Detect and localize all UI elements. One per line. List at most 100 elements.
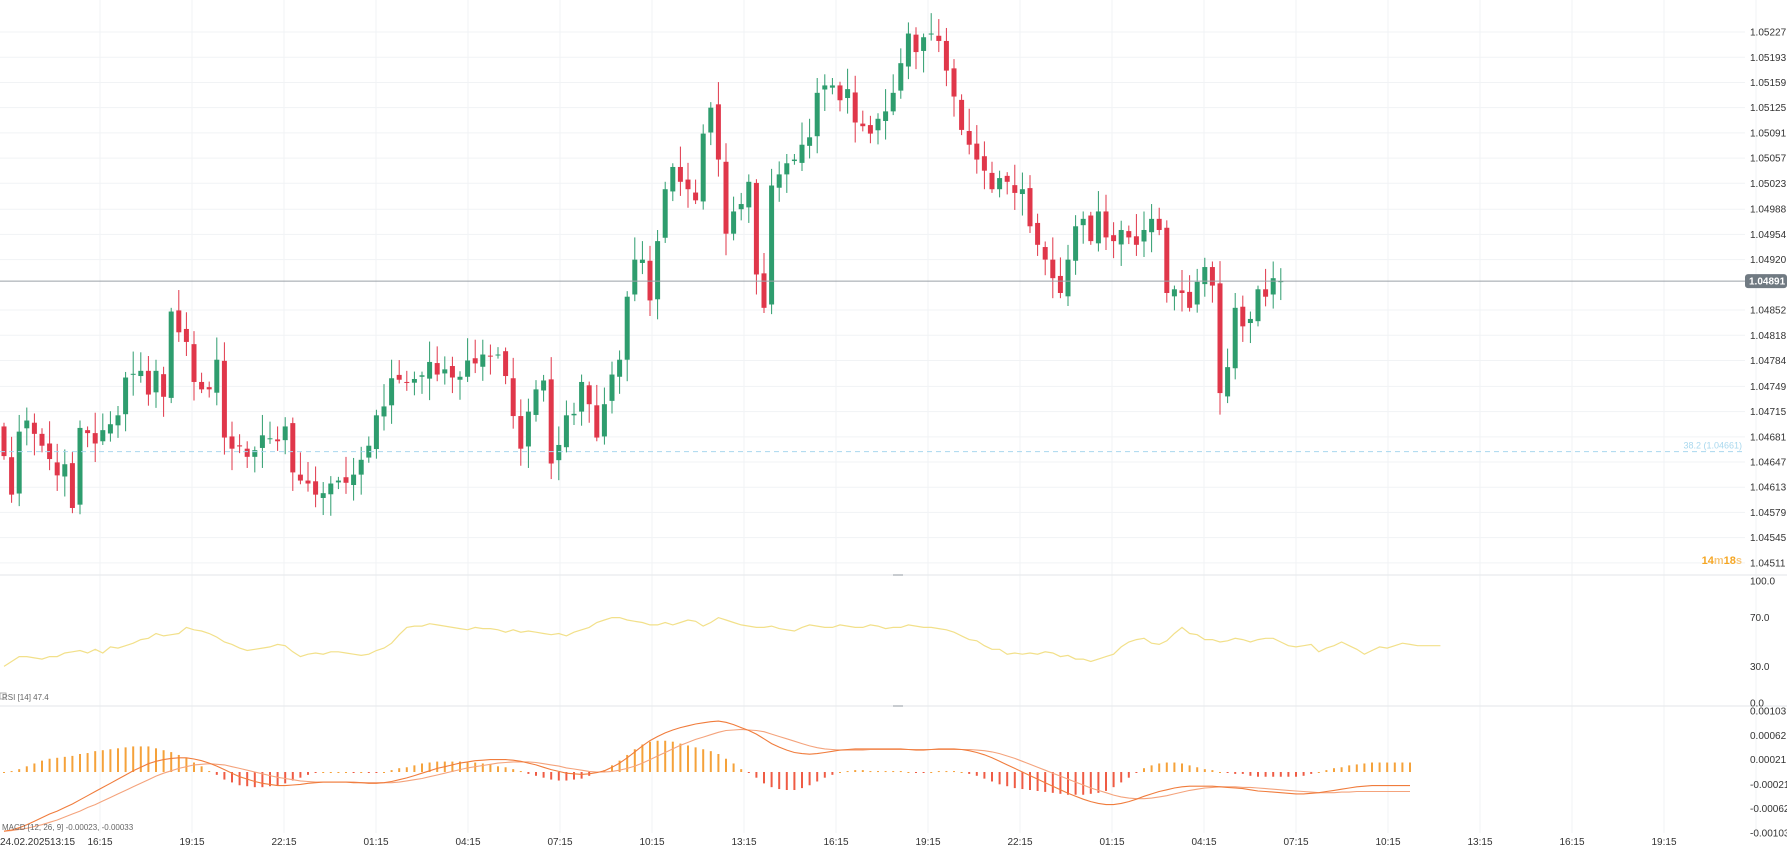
macd-histogram-bar xyxy=(253,772,256,788)
candle xyxy=(1019,172,1025,216)
candle xyxy=(776,161,782,202)
macd-histogram-bar xyxy=(611,765,613,772)
candle-body xyxy=(138,370,144,377)
candle xyxy=(252,446,258,473)
macd-histogram-bar xyxy=(1295,772,1297,777)
macd-histogram-bar xyxy=(177,754,180,772)
macd-histogram-bar xyxy=(1371,762,1373,772)
candle-body xyxy=(351,474,357,486)
macd-histogram-bar xyxy=(717,753,720,772)
candle-body xyxy=(1126,231,1132,238)
macd-pane[interactable]: MACD [12, 26, 9] -0.00023, -0.00033 xyxy=(2,720,1411,832)
candle-body xyxy=(731,211,737,234)
candle xyxy=(434,346,440,382)
macd-histogram-bar xyxy=(1317,772,1320,773)
candle xyxy=(639,241,645,275)
candle-body xyxy=(822,85,828,90)
macd-histogram-bar xyxy=(337,772,340,773)
candle xyxy=(921,33,927,73)
macd-y-tick-label: -0.00103 xyxy=(1750,829,1787,840)
candle-body xyxy=(1004,175,1010,182)
x-tick-label: 07:15 xyxy=(547,837,572,848)
candle xyxy=(594,384,600,442)
macd-histogram-bar xyxy=(1082,772,1085,795)
macd-histogram-bar xyxy=(907,772,910,773)
candle xyxy=(1202,257,1208,297)
candle xyxy=(905,22,911,80)
candle-body xyxy=(472,358,478,364)
candle xyxy=(601,387,607,445)
macd-histogram-bar xyxy=(466,762,469,772)
candle-body xyxy=(852,92,858,123)
candle xyxy=(989,161,995,193)
rsi-pane[interactable]: RSI [14] 47.4 xyxy=(0,616,1441,702)
candle xyxy=(525,398,531,468)
candle-body xyxy=(282,426,288,441)
candle-body xyxy=(411,378,417,383)
macd-histogram-bar xyxy=(124,747,127,772)
candle-body xyxy=(62,464,68,477)
macd-histogram-bar xyxy=(1021,772,1024,790)
macd-histogram-bar xyxy=(261,772,264,788)
macd-histogram-bar xyxy=(1067,772,1069,795)
x-tick-label-date: 24.02.2025 xyxy=(0,837,50,848)
candle xyxy=(966,108,972,155)
macd-histogram-bar xyxy=(1135,772,1138,773)
current-price-tag xyxy=(1745,274,1787,289)
macd-histogram-bar xyxy=(884,771,887,773)
price-pane[interactable]: 38.2 (1.04661) xyxy=(0,13,1745,516)
candle-body xyxy=(989,172,995,190)
candle-body xyxy=(913,34,919,53)
candle-body xyxy=(746,181,752,208)
candle-body xyxy=(1050,259,1056,279)
candle xyxy=(617,350,623,394)
candle xyxy=(1050,237,1056,299)
candle xyxy=(1232,293,1238,380)
candle xyxy=(1156,207,1162,236)
candle xyxy=(890,74,896,116)
candle-body xyxy=(1209,267,1215,286)
candle xyxy=(693,179,699,205)
macd-histogram-bar xyxy=(519,771,522,773)
candle-body xyxy=(548,379,554,464)
candle-body xyxy=(320,493,326,498)
candle xyxy=(814,78,820,154)
candle xyxy=(624,291,630,382)
y-tick-label: 1.05125 xyxy=(1750,103,1787,114)
candle xyxy=(852,75,858,143)
countdown-part: 14 xyxy=(1702,555,1715,567)
candle xyxy=(419,371,425,394)
candle xyxy=(328,476,334,516)
candle-body xyxy=(981,156,987,171)
macd-histogram-bar xyxy=(801,772,803,789)
macd-histogram-bar xyxy=(1127,772,1130,778)
macd-histogram-bar xyxy=(428,762,431,772)
macd-histogram-bar xyxy=(299,772,302,778)
candle-body xyxy=(237,445,243,447)
pane-resize-handle xyxy=(893,574,903,576)
candle-body xyxy=(784,163,790,175)
macd-histogram-bar xyxy=(535,772,537,776)
candle xyxy=(123,371,129,432)
candle xyxy=(1141,211,1147,258)
candle xyxy=(487,344,493,375)
macd-histogram-bar xyxy=(147,746,150,772)
candle xyxy=(1057,257,1063,299)
candle-body xyxy=(381,406,387,417)
candle-body xyxy=(1202,267,1208,285)
candle-body xyxy=(107,424,113,434)
macd-histogram-bar xyxy=(1219,772,1221,773)
candle xyxy=(313,466,319,508)
candle-body xyxy=(366,445,372,458)
macd-histogram-bar xyxy=(899,771,902,773)
macd-histogram-bar xyxy=(345,772,347,773)
candle-body xyxy=(632,259,638,295)
candle xyxy=(662,181,668,243)
candle-body xyxy=(153,370,159,393)
macd-histogram-bar xyxy=(854,770,857,772)
macd-histogram-bar xyxy=(185,757,188,772)
candle xyxy=(883,89,889,140)
candle xyxy=(1118,220,1124,266)
